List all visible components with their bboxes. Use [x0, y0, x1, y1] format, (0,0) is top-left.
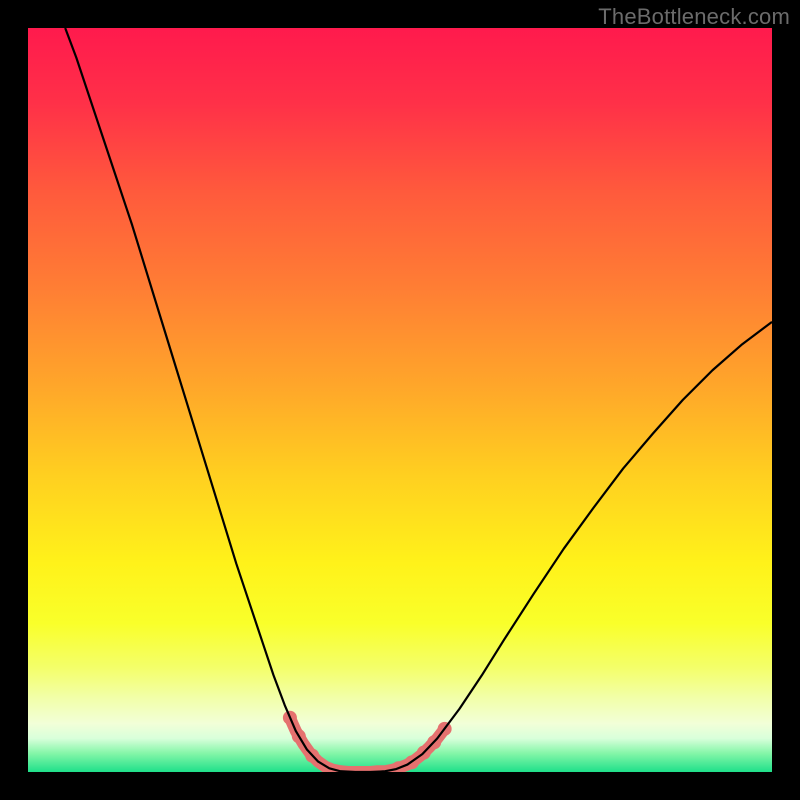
bottleneck-curve-chart	[0, 0, 800, 800]
watermark-text: TheBottleneck.com	[598, 4, 790, 30]
plot-background	[28, 28, 772, 772]
chart-frame: TheBottleneck.com	[0, 0, 800, 800]
